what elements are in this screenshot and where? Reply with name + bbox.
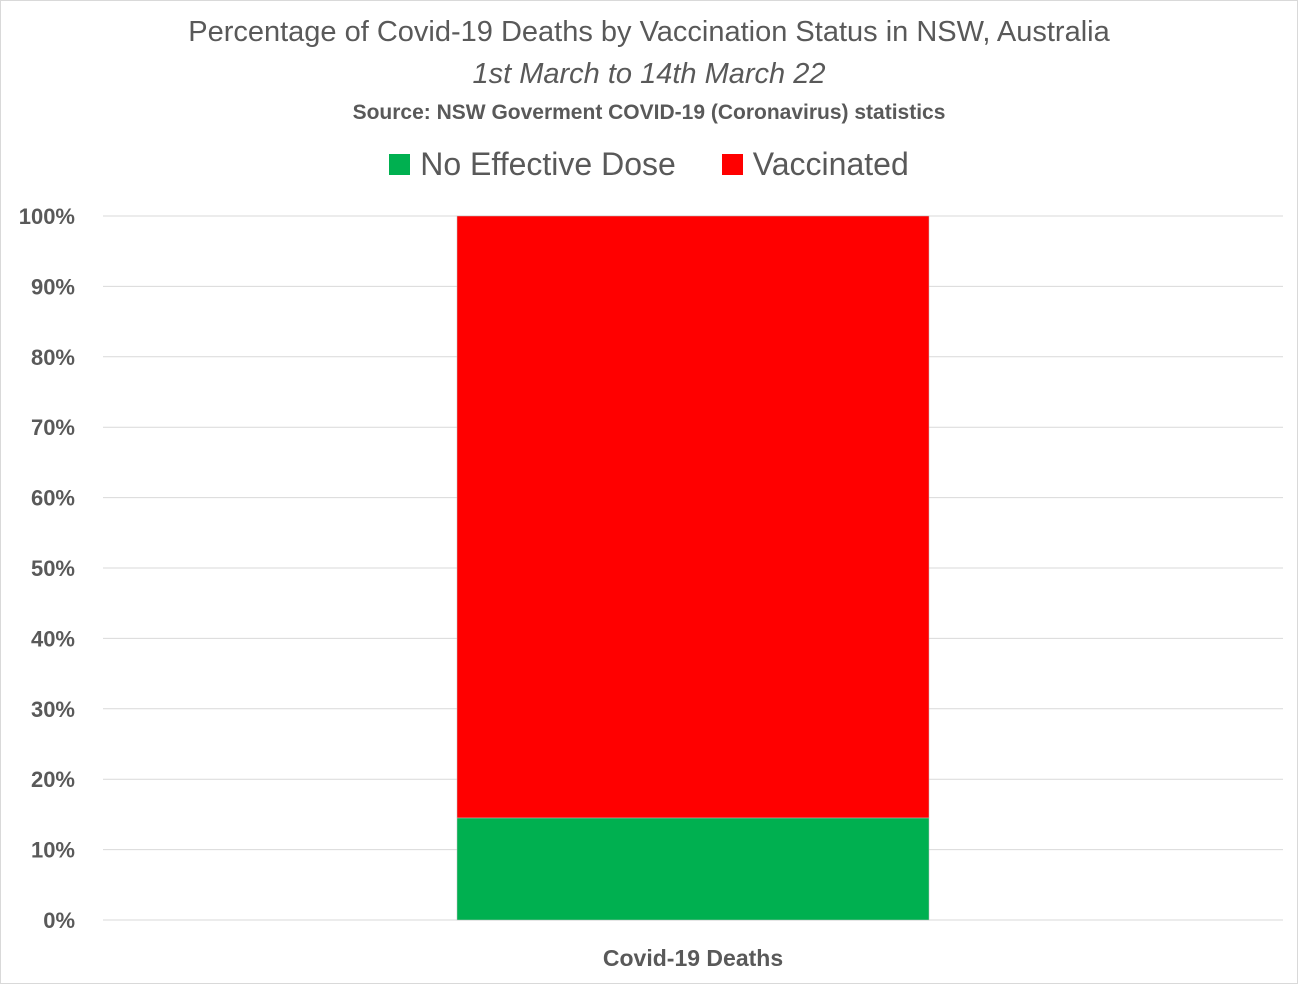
y-tick-label: 40% [31,626,75,651]
y-tick-label: 70% [31,415,75,440]
bar-segment-no-effective-dose [456,817,930,921]
chart-source: Source: NSW Goverment COVID-19 (Coronavi… [352,101,946,124]
y-tick-label: 90% [31,274,75,299]
y-tick-label: 50% [31,556,75,581]
y-tick-label: 100% [19,204,75,229]
y-tick-label: 80% [31,345,75,370]
legend-swatch-vaccinated [721,154,743,175]
y-tick-label: 20% [31,767,75,792]
legend-item-no-effective-dose: No Effective Dose [389,146,676,183]
y-tick-label: 10% [31,838,75,863]
legend-label-vaccinated: Vaccinated [752,146,909,182]
y-tick-label: 30% [31,697,75,722]
legend: No Effective Dose Vaccinated [0,146,1298,183]
x-tick-label: Covid-19 Deaths [603,945,783,971]
chart-title: Percentage of Covid-19 Deaths by Vaccina… [188,16,1110,48]
legend-swatch-no-effective-dose [389,154,411,175]
y-tick-label: 0% [43,908,75,933]
legend-label-no-effective-dose: No Effective Dose [420,146,676,182]
bar-segment-vaccinated [456,215,930,819]
chart-subtitle: 1st March to 14th March 22 [472,58,826,90]
legend-item-vaccinated: Vaccinated [721,146,909,183]
y-tick-label: 60% [31,486,75,511]
